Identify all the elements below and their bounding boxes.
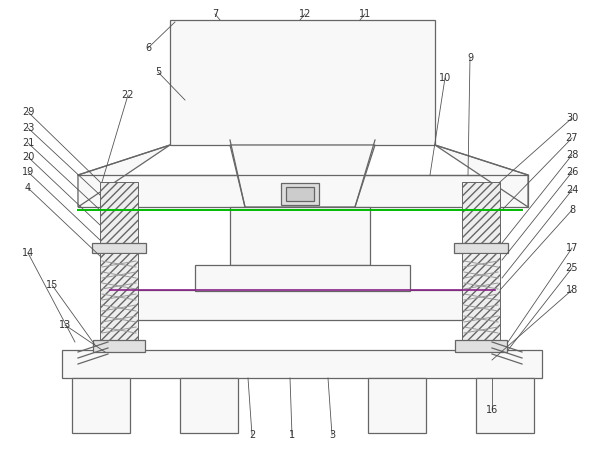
Bar <box>230 207 370 265</box>
Bar <box>286 187 314 201</box>
Text: 27: 27 <box>566 133 578 143</box>
Bar <box>455 340 507 352</box>
Bar <box>180 378 238 433</box>
Polygon shape <box>78 145 170 207</box>
Polygon shape <box>435 145 528 207</box>
Text: 17: 17 <box>566 243 578 253</box>
Polygon shape <box>230 145 375 207</box>
Bar <box>78 175 528 207</box>
Text: 29: 29 <box>22 107 34 117</box>
Text: 2: 2 <box>249 430 255 440</box>
Text: 11: 11 <box>359 9 371 19</box>
Bar <box>281 183 319 205</box>
Text: 12: 12 <box>299 9 311 19</box>
Bar <box>92 243 146 253</box>
Text: 7: 7 <box>212 9 218 19</box>
Text: 13: 13 <box>59 320 71 330</box>
Text: 15: 15 <box>46 280 58 290</box>
Text: 23: 23 <box>22 123 34 133</box>
Text: 1: 1 <box>289 430 295 440</box>
Text: 3: 3 <box>329 430 335 440</box>
Text: 21: 21 <box>22 138 34 148</box>
Bar <box>100 253 138 343</box>
Bar <box>368 378 426 433</box>
Text: 14: 14 <box>22 248 34 258</box>
Text: 25: 25 <box>566 263 578 273</box>
Bar <box>454 243 508 253</box>
Bar <box>72 378 130 433</box>
Bar <box>100 182 138 247</box>
Bar <box>476 378 534 433</box>
Text: 20: 20 <box>22 152 34 162</box>
Text: 24: 24 <box>566 185 578 195</box>
Bar <box>62 350 542 378</box>
Bar <box>462 253 500 343</box>
Bar <box>462 182 500 247</box>
Text: 16: 16 <box>486 405 498 415</box>
Bar <box>195 265 410 291</box>
Text: 28: 28 <box>566 150 578 160</box>
Text: 30: 30 <box>566 113 578 123</box>
Text: 5: 5 <box>155 67 161 77</box>
Text: 19: 19 <box>22 167 34 177</box>
Text: 4: 4 <box>25 183 31 193</box>
Text: 6: 6 <box>145 43 151 53</box>
Text: 22: 22 <box>122 90 134 100</box>
Bar <box>93 340 145 352</box>
Text: 8: 8 <box>569 205 575 215</box>
Bar <box>110 290 495 320</box>
Text: 9: 9 <box>467 53 473 63</box>
Text: 26: 26 <box>566 167 578 177</box>
Text: 10: 10 <box>439 73 451 83</box>
Bar <box>170 20 435 145</box>
Text: 18: 18 <box>566 285 578 295</box>
